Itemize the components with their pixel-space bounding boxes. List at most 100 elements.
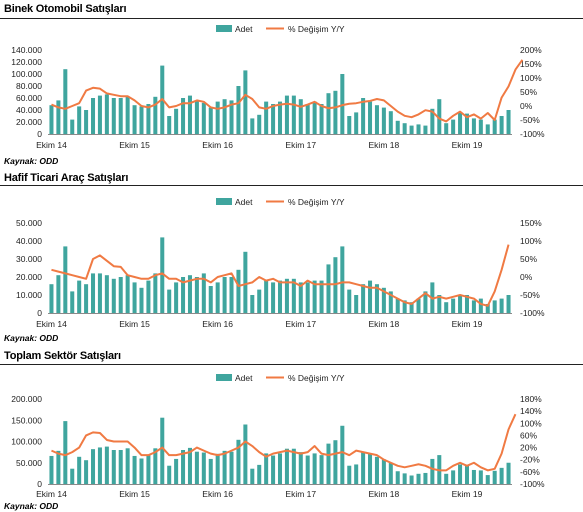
x-axis: Ekim 14 Ekim 15 Ekim 16 Ekim 17 Ekim 18 Ekim …	[36, 489, 482, 499]
bar	[56, 275, 61, 313]
chart-toplam-sektor: Adet % Değişim Y/Y 0 50.000 100.000 150.000 20…	[11, 373, 545, 499]
legend-label-bar: Adet	[235, 197, 253, 207]
bar	[250, 295, 255, 313]
bar	[160, 237, 165, 313]
bar	[139, 106, 144, 134]
bar	[97, 273, 102, 313]
bar	[409, 302, 414, 313]
bar	[229, 277, 234, 313]
bar	[70, 119, 75, 134]
bar	[430, 108, 435, 134]
bar	[423, 291, 428, 313]
bar	[243, 424, 248, 484]
y2-tick-label: 0%	[520, 101, 533, 111]
y-axis-right: -100% -50% 0% 50% 100% 150% 200%	[520, 45, 545, 139]
y-tick-label: 0	[37, 479, 42, 489]
bar	[63, 69, 68, 134]
bar	[264, 453, 269, 484]
chart-title: Binek Otomobil Satışları	[4, 3, 127, 15]
bar	[91, 449, 96, 484]
bar	[444, 123, 449, 134]
bar	[333, 440, 338, 484]
bar	[354, 112, 359, 134]
y-axis-left: 0 10.000 20.000 30.000 40.000 50.000	[16, 218, 42, 318]
legend-label-line: % Değişim Y/Y	[288, 197, 345, 207]
y-tick-label: 0	[37, 308, 42, 318]
y-tick-label: 140.000	[11, 45, 42, 55]
y-tick-label: 200.000	[11, 394, 42, 404]
bar	[458, 464, 463, 484]
bar	[181, 450, 186, 484]
bar	[298, 282, 303, 313]
bar	[77, 280, 82, 313]
y2-tick-label: 100%	[520, 236, 542, 246]
bar	[471, 469, 476, 484]
bar	[194, 451, 199, 484]
bar	[506, 110, 511, 134]
chart-panel-hafif-ticari: Hafif Ticari Araç Satışları Adet % Değişi…	[0, 168, 583, 346]
legend-label-line: % Değişim Y/Y	[288, 373, 345, 383]
y2-tick-label: 50%	[520, 87, 537, 97]
bar	[63, 421, 68, 484]
bar	[77, 456, 82, 484]
y-tick-label: 30.000	[16, 254, 42, 264]
legend-label-line: % Değişim Y/Y	[288, 24, 345, 34]
bar	[464, 295, 469, 313]
bar	[91, 98, 96, 134]
bar	[416, 124, 421, 134]
bar	[305, 104, 310, 134]
bar	[319, 280, 324, 313]
bar	[284, 448, 289, 484]
bar	[208, 458, 213, 484]
y-tick-label: 100.000	[11, 69, 42, 79]
bar	[250, 118, 255, 134]
bar	[402, 300, 407, 313]
legend-swatch-bar	[216, 198, 232, 205]
bar	[437, 295, 442, 313]
bar	[77, 106, 82, 134]
bar	[222, 450, 227, 484]
chart-title: Hafif Ticari Araç Satışları	[4, 172, 129, 184]
bar	[208, 107, 213, 134]
y2-tick-label: -100%	[520, 479, 545, 489]
bar	[381, 107, 386, 134]
bar	[305, 282, 310, 313]
bar	[347, 289, 352, 313]
bar	[485, 304, 490, 313]
bar	[284, 95, 289, 134]
y-tick-label: 40.000	[16, 236, 42, 246]
bar	[118, 277, 123, 313]
bar	[333, 90, 338, 134]
bar	[229, 451, 234, 484]
bar	[478, 298, 483, 313]
bar	[222, 277, 227, 313]
bar	[271, 455, 276, 484]
y-tick-label: 50.000	[16, 458, 42, 468]
bar	[97, 95, 102, 134]
legend-label-bar: Adet	[235, 373, 253, 383]
bar	[451, 298, 456, 313]
chart-panel-toplam: Toplam Sektör Satışları Adet % Değişim Y/…	[0, 346, 583, 512]
bar	[361, 98, 366, 134]
x-tick-label: Ekim 17	[285, 140, 316, 150]
bar	[388, 291, 393, 313]
legend-swatch-bar	[216, 374, 232, 381]
bar	[118, 98, 123, 134]
x-tick-label: Ekim 16	[202, 140, 233, 150]
bar	[56, 100, 61, 134]
bar	[430, 458, 435, 484]
y-tick-label: 80.000	[16, 81, 42, 91]
bar	[264, 101, 269, 134]
bar	[284, 278, 289, 313]
bar	[243, 251, 248, 313]
bar	[499, 467, 504, 484]
bar	[458, 295, 463, 313]
bar	[153, 448, 158, 484]
bar	[174, 458, 179, 484]
x-tick-label: Ekim 18	[369, 489, 400, 499]
y2-tick-label: -100%	[520, 308, 545, 318]
bar	[236, 86, 241, 134]
bar	[70, 291, 75, 313]
y-tick-label: 50.000	[16, 218, 42, 228]
y2-tick-label: -50%	[520, 115, 540, 125]
